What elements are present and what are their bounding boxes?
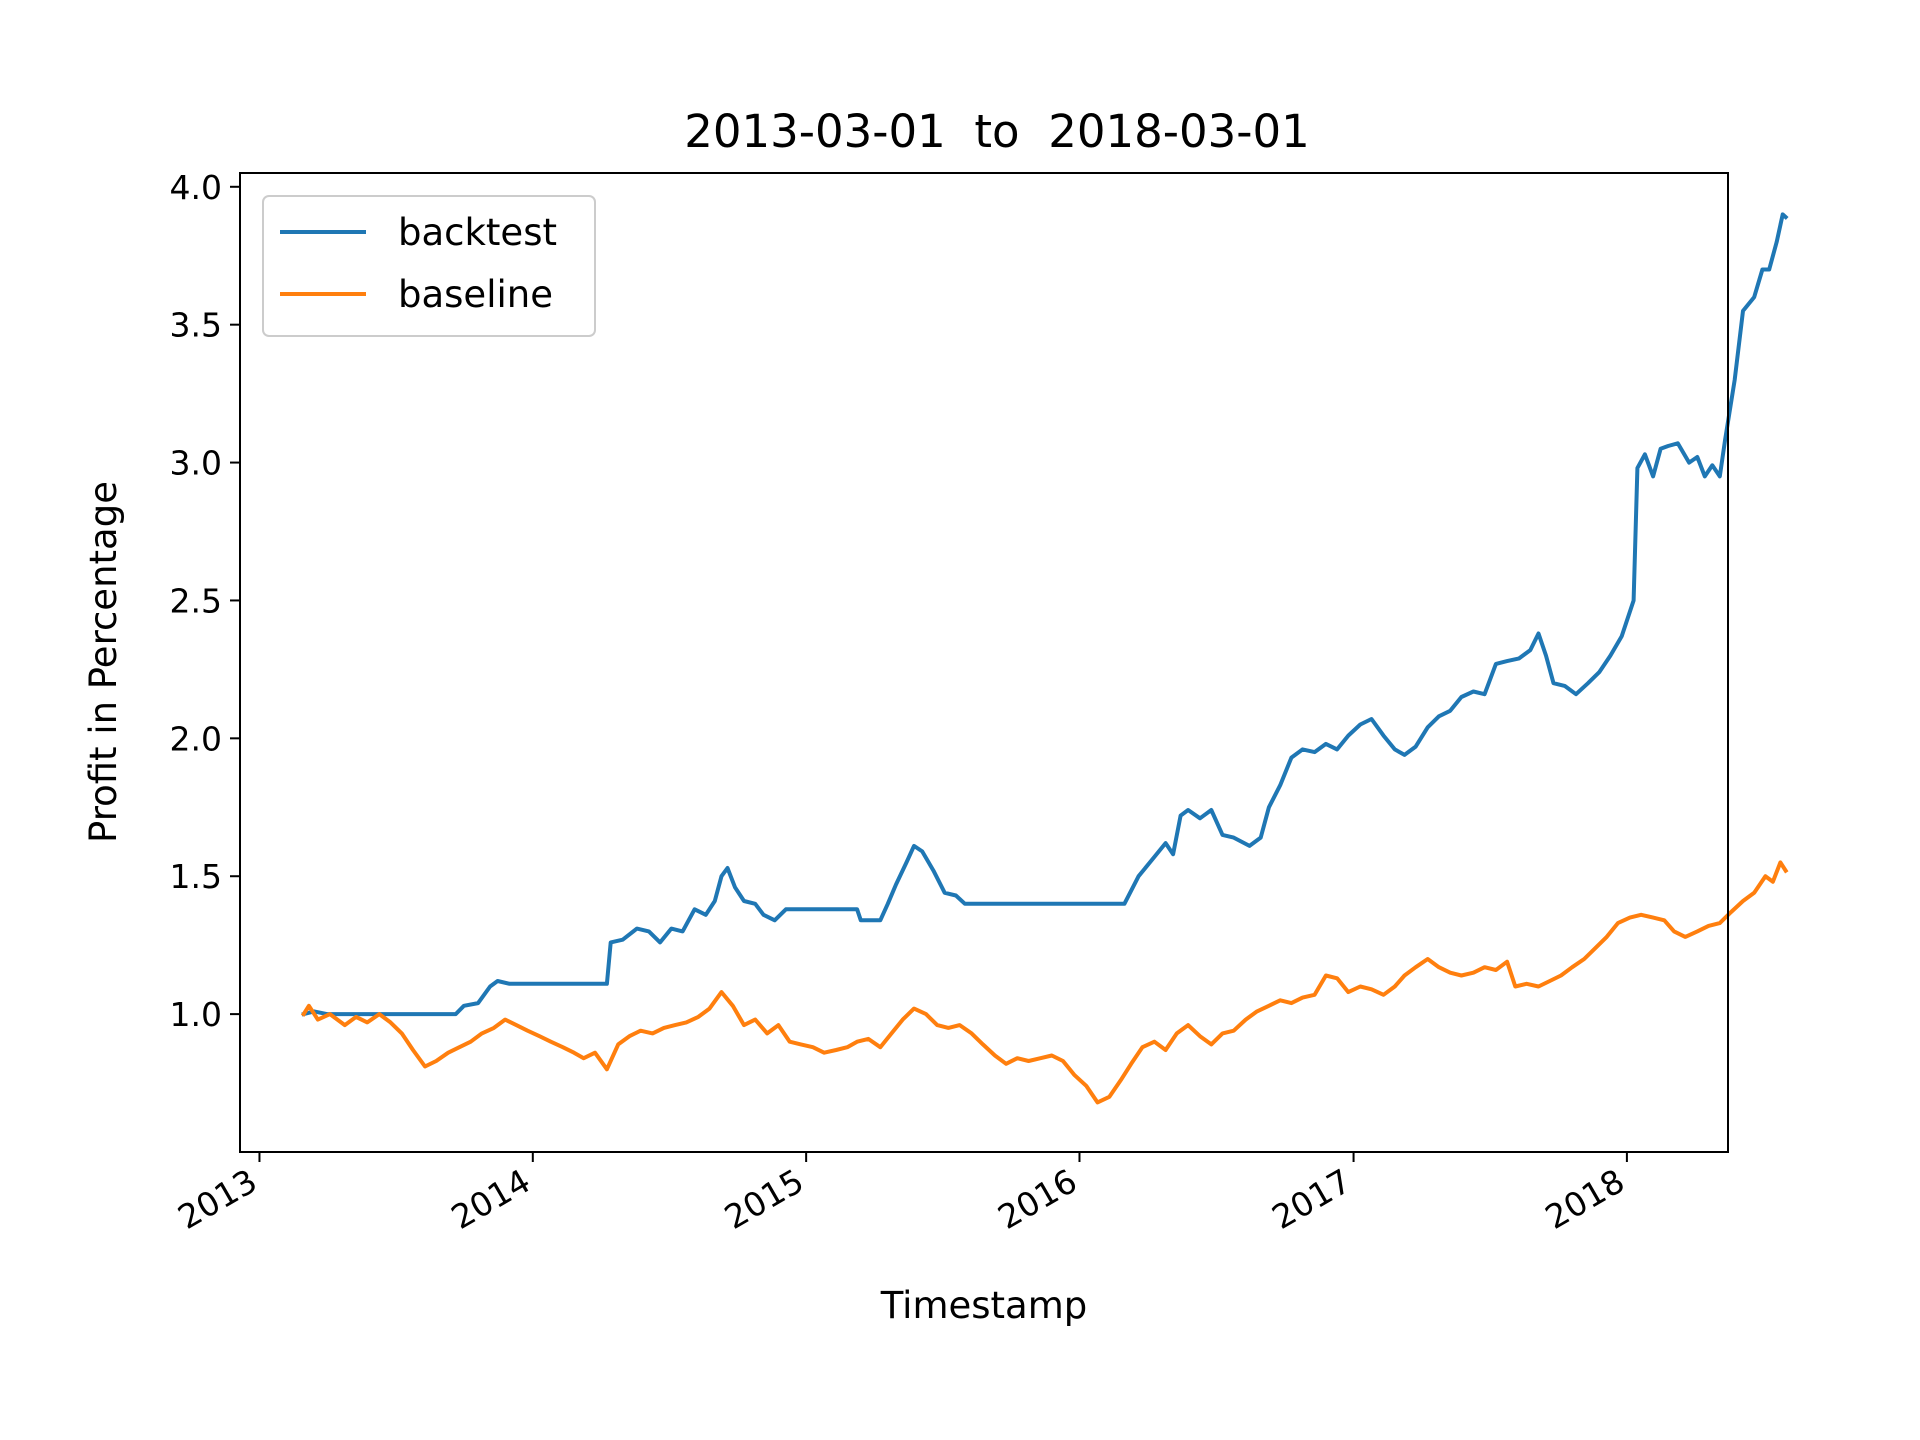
y-tick-label: 2.5 <box>170 581 222 620</box>
x-axis-title: Timestamp <box>880 1284 1088 1327</box>
y-tick-label: 1.0 <box>170 995 222 1034</box>
legend-label-baseline: baseline <box>398 273 553 316</box>
y-tick-label: 3.5 <box>170 306 222 345</box>
y-tick-label: 4.0 <box>170 168 222 207</box>
series-line-backtest <box>301 212 1789 1017</box>
plot-area <box>300 212 1789 1105</box>
y-axis-title: Profit in Percentage <box>82 481 125 843</box>
y-tick-label: 2.0 <box>170 719 222 758</box>
axes-frame <box>239 172 1729 1153</box>
series-line-baseline <box>300 860 1789 1105</box>
y-axis: 1.0 1.5 2.0 2.5 3.0 3.5 4.0 <box>170 168 240 1034</box>
legend: backtest baseline <box>262 195 596 337</box>
y-tick-label: 1.5 <box>170 857 222 896</box>
legend-label-backtest: backtest <box>398 211 557 254</box>
chart-title: 2013-03-01 to 2018-03-01 <box>684 105 1309 158</box>
y-tick-label: 3.0 <box>170 444 222 483</box>
